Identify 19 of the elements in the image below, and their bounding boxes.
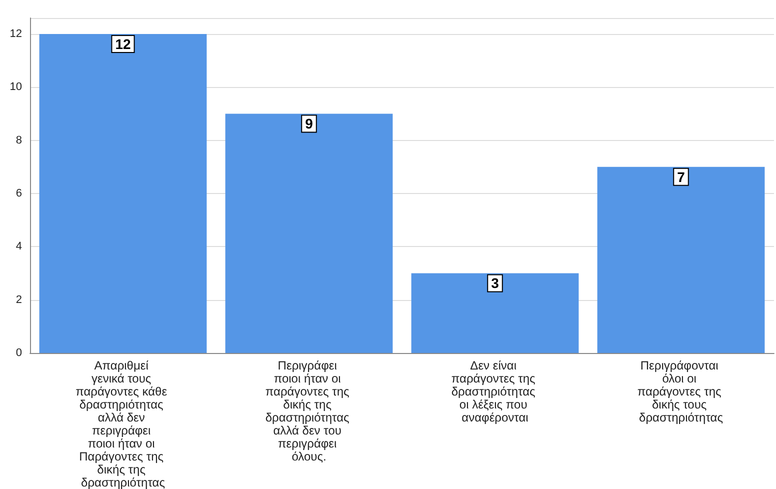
bar [411,273,579,353]
y-tick-label: 6 [16,187,22,200]
bar [597,166,765,353]
y-tick-label: 0 [16,347,22,359]
category-label: Απαριθμεί γενικά τους παράγοντες κάθε δραστηριότητας αλλά δεν περιγράφει ποιοι ήταν οι Παράγοντες της δικής της δραστηριότητας [76,358,168,489]
y-tick-label: 12 [10,28,22,40]
y-tick-label: 8 [16,134,22,146]
data-label: 7 [677,168,686,185]
x-tick-label: Δεν είναι παράγοντες της δραστηριότητας οι λέξεις που αναφέρονται [451,358,539,424]
data-label: 12 [115,36,131,52]
bar [39,34,207,353]
bar [225,114,393,353]
x-tick-label: Περιγράφονται όλοι οι παράγοντες της δικής τους δραστηριότητας [637,358,725,424]
data-label: 3 [491,275,500,292]
x-tick-label: Περιγράφει ποιοι ήταν οι παράγοντες της δικής της δραστηριότητας αλλά δεν του περιγράφει όλους. [265,358,353,464]
y-tick-label: 2 [16,294,22,306]
y-tick-label: 10 [10,81,22,94]
y-tick-label: 4 [16,240,22,253]
data-label: 9 [305,116,314,132]
